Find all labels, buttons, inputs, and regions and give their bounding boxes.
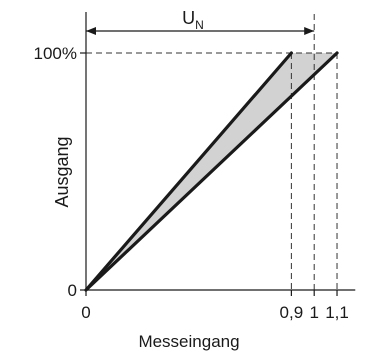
x-axis-label: Messeingang [138,332,239,351]
y-tick-label: 100% [34,44,77,63]
y-axis-label: Ausgang [52,136,72,207]
y-tick-label: 0 [68,281,77,300]
axes: 0 0,9 1 1,1 0 100% [34,12,356,322]
x-tick-label: 1 [309,303,318,322]
range-indicator [86,27,315,35]
range-label-sub: N [195,18,204,32]
series-lines [84,51,339,292]
range-label: UN [182,8,204,32]
range-arrowhead-left [86,27,96,35]
range-arrowhead-right [304,27,315,35]
x-tick-label: 1,1 [325,303,349,322]
series-line-2 [84,51,339,292]
series-line-1 [84,51,293,292]
dashed-guides [86,14,338,290]
x-tick-label: 0,9 [280,303,304,322]
x-tick-label: 0 [81,303,90,322]
range-label-main: U [182,8,195,28]
